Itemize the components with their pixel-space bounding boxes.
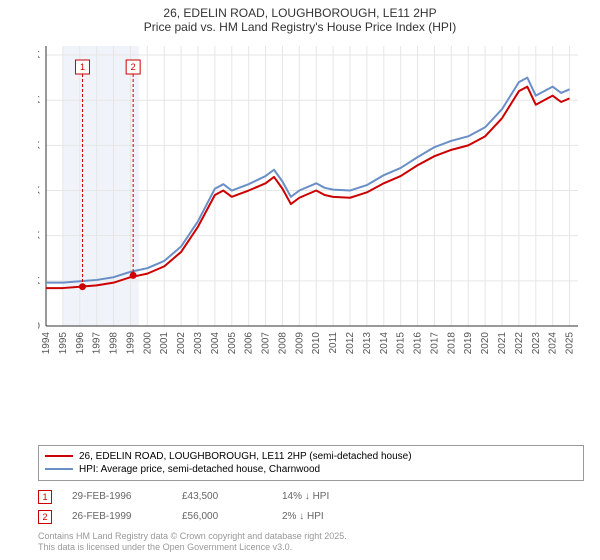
legend-label-property: 26, EDELIN ROAD, LOUGHBOROUGH, LE11 2HP … <box>79 451 412 462</box>
svg-text:2019: 2019 <box>463 332 474 354</box>
svg-text:2013: 2013 <box>362 332 373 354</box>
footer-line2: This data is licensed under the Open Gov… <box>38 542 584 554</box>
svg-text:2006: 2006 <box>244 332 255 354</box>
svg-text:2022: 2022 <box>514 332 525 354</box>
data-price-1: £43,500 <box>182 491 262 502</box>
svg-text:2021: 2021 <box>497 332 508 354</box>
svg-text:2018: 2018 <box>446 332 457 354</box>
legend-row-hpi: HPI: Average price, semi-detached house,… <box>45 463 577 476</box>
legend-box: 26, EDELIN ROAD, LOUGHBOROUGH, LE11 2HP … <box>38 445 584 481</box>
legend-swatch-hpi <box>45 468 73 470</box>
svg-text:2014: 2014 <box>379 332 390 354</box>
svg-text:2025: 2025 <box>565 332 576 354</box>
svg-text:1997: 1997 <box>92 332 103 354</box>
svg-text:2011: 2011 <box>328 332 339 354</box>
svg-text:£50K: £50K <box>38 276 40 287</box>
footer-line1: Contains HM Land Registry data © Crown c… <box>38 531 584 543</box>
svg-text:2004: 2004 <box>210 332 221 354</box>
svg-text:£300K: £300K <box>38 50 40 61</box>
svg-text:2000: 2000 <box>142 332 153 354</box>
data-hpi-2: 2% ↓ HPI <box>282 511 362 522</box>
svg-text:1995: 1995 <box>58 332 69 354</box>
title-sub: Price paid vs. HM Land Registry's House … <box>0 20 600 34</box>
svg-text:1999: 1999 <box>125 332 136 354</box>
svg-text:2023: 2023 <box>531 332 542 354</box>
data-row-1: 1 29-FEB-1996 £43,500 14% ↓ HPI <box>38 487 584 507</box>
svg-text:1994: 1994 <box>41 332 52 354</box>
svg-text:1998: 1998 <box>109 332 120 354</box>
chart-container: 26, EDELIN ROAD, LOUGHBOROUGH, LE11 2HP … <box>0 0 600 560</box>
title-main: 26, EDELIN ROAD, LOUGHBOROUGH, LE11 2HP <box>0 6 600 20</box>
svg-text:2009: 2009 <box>294 332 305 354</box>
svg-text:2008: 2008 <box>277 332 288 354</box>
svg-text:2024: 2024 <box>548 332 559 354</box>
svg-text:2015: 2015 <box>396 332 407 354</box>
svg-text:£200K: £200K <box>38 140 40 151</box>
svg-text:1996: 1996 <box>75 332 86 354</box>
data-table: 1 29-FEB-1996 £43,500 14% ↓ HPI 2 26-FEB… <box>38 487 584 527</box>
legend-swatch-property <box>45 455 73 457</box>
chart-titles: 26, EDELIN ROAD, LOUGHBOROUGH, LE11 2HP … <box>0 0 600 36</box>
svg-text:2001: 2001 <box>159 332 170 354</box>
svg-text:1: 1 <box>80 62 85 72</box>
data-price-2: £56,000 <box>182 511 262 522</box>
data-date-2: 26-FEB-1999 <box>72 511 162 522</box>
data-date-1: 29-FEB-1996 <box>72 491 162 502</box>
svg-text:2017: 2017 <box>429 332 440 354</box>
chart-plot-area: £0£50K£100K£150K£200K£250K£300K199419951… <box>38 40 584 439</box>
data-marker-2: 2 <box>38 510 52 524</box>
svg-text:£150K: £150K <box>38 186 40 197</box>
legend-label-hpi: HPI: Average price, semi-detached house,… <box>79 464 320 475</box>
svg-text:2020: 2020 <box>480 332 491 354</box>
chart-svg: £0£50K£100K£150K£200K£250K£300K199419951… <box>38 40 584 354</box>
svg-text:2012: 2012 <box>345 332 356 354</box>
svg-text:2002: 2002 <box>176 332 187 354</box>
svg-text:2010: 2010 <box>311 332 322 354</box>
svg-text:2: 2 <box>131 62 136 72</box>
svg-text:2007: 2007 <box>261 332 272 354</box>
legend-row-property: 26, EDELIN ROAD, LOUGHBOROUGH, LE11 2HP … <box>45 450 577 463</box>
data-marker-1: 1 <box>38 490 52 504</box>
svg-text:£100K: £100K <box>38 231 40 242</box>
svg-text:2016: 2016 <box>413 332 424 354</box>
svg-text:2005: 2005 <box>227 332 238 354</box>
data-row-2: 2 26-FEB-1999 £56,000 2% ↓ HPI <box>38 507 584 527</box>
footer: Contains HM Land Registry data © Crown c… <box>38 531 584 554</box>
svg-text:£250K: £250K <box>38 95 40 106</box>
data-hpi-1: 14% ↓ HPI <box>282 491 362 502</box>
svg-text:2003: 2003 <box>193 332 204 354</box>
